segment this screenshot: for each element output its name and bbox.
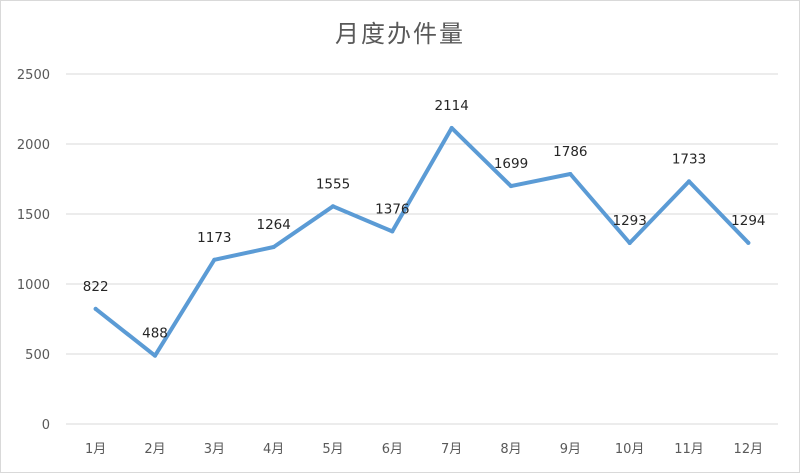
x-tick-label: 6月 [382, 442, 403, 457]
y-axis-ticks: 0 500 1000 1500 2000 2500 [17, 68, 50, 433]
x-tick-label: 11月 [674, 442, 704, 457]
series-line [93, 126, 751, 358]
data-point [93, 306, 98, 311]
data-point [627, 240, 632, 245]
data-point [509, 184, 513, 189]
data-point [746, 240, 751, 245]
y-tick-label: 1500 [17, 208, 50, 223]
data-label: 1173 [197, 230, 231, 246]
data-point [271, 245, 276, 250]
y-tick-label: 0 [42, 418, 50, 433]
x-axis-ticks: 1月 2月 3月 4月 5月 6月 7月 8月 9月 10月 11月 12月 [85, 442, 763, 457]
data-point [212, 257, 217, 262]
data-label: 488 [142, 326, 168, 342]
data-label: 1293 [612, 213, 646, 229]
data-point [331, 204, 335, 209]
x-tick-label: 5月 [322, 442, 343, 457]
data-label: 1699 [494, 156, 528, 172]
x-tick-label: 10月 [615, 442, 645, 457]
x-tick-label: 8月 [500, 442, 521, 457]
data-label: 1733 [672, 151, 706, 167]
data-point [153, 353, 157, 358]
y-tick-label: 1000 [17, 278, 50, 293]
data-point [568, 171, 573, 176]
x-tick-label: 9月 [560, 442, 581, 457]
y-tick-label: 500 [25, 348, 50, 363]
y-tick-label: 2500 [17, 68, 50, 83]
data-label: 1376 [375, 201, 409, 217]
data-label: 822 [83, 279, 109, 295]
data-point [390, 229, 395, 234]
series-line-path [93, 126, 751, 358]
x-tick-label: 1月 [85, 442, 106, 457]
data-point [687, 179, 691, 184]
x-tick-label: 7月 [441, 442, 462, 457]
data-label: 1294 [731, 213, 765, 229]
data-label: 1555 [316, 176, 350, 192]
x-tick-label: 2月 [144, 442, 165, 457]
x-tick-label: 4月 [263, 442, 284, 457]
chart-title: 月度办件量 [335, 20, 465, 48]
y-tick-label: 2000 [17, 138, 50, 153]
gridlines [66, 73, 778, 425]
data-labels: 822 488 1173 1264 1555 1376 2114 1699 1786 1293 17… [83, 98, 766, 342]
data-point [449, 126, 454, 131]
data-label: 2114 [434, 98, 468, 114]
x-tick-label: 3月 [204, 442, 225, 457]
x-tick-label: 12月 [734, 442, 764, 457]
data-label: 1264 [256, 217, 290, 233]
data-label: 1786 [553, 144, 587, 160]
